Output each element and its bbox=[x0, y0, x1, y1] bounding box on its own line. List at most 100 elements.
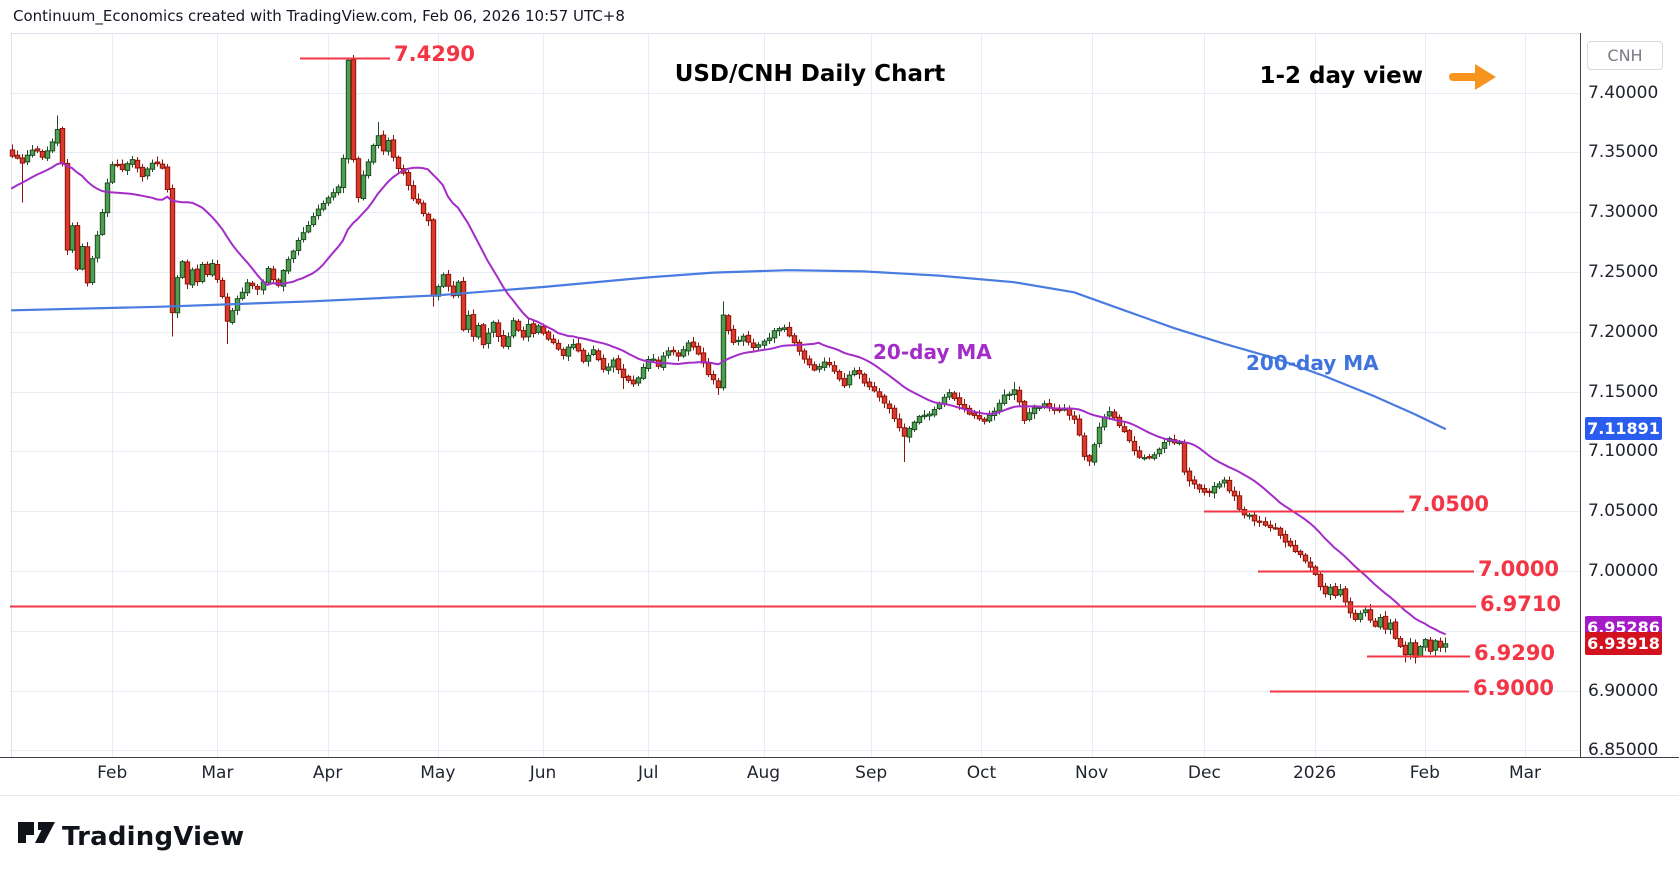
candle bbox=[390, 139, 397, 158]
candle bbox=[1236, 495, 1243, 510]
key-level-label[interactable]: 7.4290 bbox=[394, 41, 476, 66]
time-tick-label: Nov bbox=[1075, 763, 1109, 783]
candle bbox=[841, 378, 848, 387]
candle bbox=[415, 198, 422, 204]
candle bbox=[395, 156, 402, 170]
candle bbox=[1031, 407, 1038, 415]
candle bbox=[470, 314, 477, 337]
tradingview-logo-icon[interactable] bbox=[18, 820, 74, 854]
ma200-line[interactable] bbox=[10, 269, 1446, 430]
candle bbox=[1076, 418, 1083, 436]
ma20-line[interactable] bbox=[11, 161, 1446, 635]
candle bbox=[1427, 639, 1434, 652]
time-tick-label: Mar bbox=[201, 763, 234, 783]
candle bbox=[500, 335, 507, 347]
candle bbox=[139, 166, 146, 178]
price-tick-label: 7.20000 bbox=[1588, 321, 1659, 342]
candle bbox=[249, 282, 256, 287]
candle bbox=[1442, 643, 1449, 648]
candle bbox=[1307, 561, 1314, 568]
time-tick-label: Mar bbox=[1508, 763, 1542, 783]
candle bbox=[1231, 490, 1238, 497]
candles-layer[interactable] bbox=[9, 55, 1449, 664]
candle bbox=[986, 414, 993, 422]
candle bbox=[1246, 514, 1253, 517]
key-level-label[interactable]: 7.0500 bbox=[1408, 492, 1490, 517]
candle bbox=[39, 151, 46, 158]
candle bbox=[1001, 394, 1008, 404]
candle bbox=[690, 341, 697, 348]
candle bbox=[320, 203, 327, 210]
price-tick-label: 7.15000 bbox=[1588, 381, 1659, 402]
candle bbox=[290, 250, 297, 260]
candle bbox=[725, 315, 732, 332]
key-level-label[interactable]: 7.0000 bbox=[1478, 557, 1560, 581]
candle bbox=[635, 377, 642, 384]
candle bbox=[1021, 400, 1028, 421]
candle bbox=[350, 59, 357, 161]
candle bbox=[1156, 448, 1163, 455]
candle bbox=[29, 149, 36, 156]
candle bbox=[610, 359, 617, 368]
candle bbox=[1211, 485, 1218, 494]
candle bbox=[254, 286, 261, 290]
candle bbox=[806, 358, 813, 366]
candle bbox=[1186, 470, 1193, 482]
candle bbox=[600, 357, 607, 370]
candle bbox=[730, 328, 737, 343]
candle bbox=[605, 366, 612, 371]
arrow-icon[interactable] bbox=[1449, 64, 1496, 90]
candle bbox=[370, 144, 377, 163]
candle bbox=[1357, 613, 1364, 620]
candle bbox=[615, 358, 622, 371]
candle bbox=[14, 154, 21, 159]
price-tick-label: 6.90000 bbox=[1588, 680, 1659, 701]
key-level-label[interactable]: 6.9290 bbox=[1474, 640, 1556, 665]
candle bbox=[921, 414, 928, 418]
candle bbox=[776, 328, 783, 332]
symbol-chip: CNH bbox=[1587, 41, 1663, 70]
candle bbox=[821, 361, 828, 368]
candle bbox=[265, 267, 272, 283]
candle bbox=[355, 158, 362, 199]
time-tick-label: Jun bbox=[529, 763, 557, 783]
candle bbox=[640, 367, 647, 379]
time-axis[interactable] bbox=[0, 758, 1679, 796]
candle bbox=[1297, 550, 1304, 556]
candle bbox=[620, 368, 627, 379]
candle bbox=[285, 258, 292, 272]
candle bbox=[149, 162, 156, 170]
candle bbox=[750, 342, 757, 348]
key-levels-layer[interactable] bbox=[10, 57, 1476, 693]
tradingview-logo-text[interactable]: TradingView bbox=[62, 822, 245, 852]
candle bbox=[194, 268, 201, 283]
candle bbox=[270, 268, 277, 281]
candle bbox=[420, 202, 427, 214]
candle bbox=[1277, 527, 1284, 536]
time-tick-label: Feb bbox=[1409, 763, 1440, 783]
ma200-label[interactable]: 200-day MA bbox=[1246, 351, 1379, 375]
candle bbox=[405, 172, 412, 186]
candle bbox=[485, 332, 492, 344]
candle bbox=[710, 374, 717, 381]
ma20-label[interactable]: 20-day MA bbox=[873, 340, 992, 364]
key-level-label[interactable]: 6.9000 bbox=[1473, 675, 1555, 700]
candle bbox=[976, 415, 983, 420]
candle bbox=[460, 281, 467, 331]
candle bbox=[630, 379, 637, 385]
candle bbox=[670, 349, 677, 353]
candle bbox=[956, 397, 963, 406]
key-level-label[interactable]: 6.9710 bbox=[1480, 591, 1562, 616]
candle bbox=[1302, 554, 1309, 562]
candle bbox=[786, 326, 793, 337]
view-annotation[interactable]: 1-2 day view bbox=[1259, 63, 1423, 89]
candle bbox=[1251, 514, 1258, 522]
candle bbox=[1111, 411, 1118, 419]
candle bbox=[455, 281, 462, 296]
chart-title[interactable]: USD/CNH Daily Chart bbox=[674, 61, 946, 87]
candle bbox=[901, 427, 908, 437]
candle bbox=[89, 258, 96, 284]
candle bbox=[811, 364, 818, 371]
candle bbox=[425, 213, 432, 222]
